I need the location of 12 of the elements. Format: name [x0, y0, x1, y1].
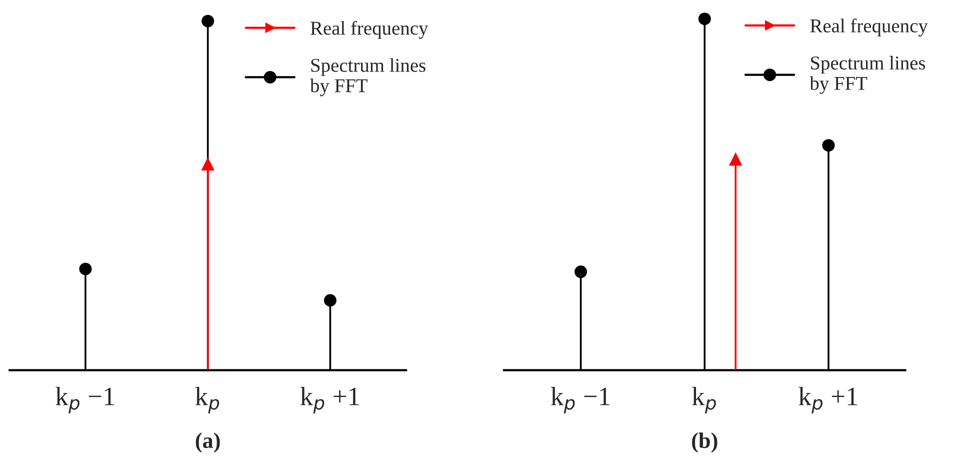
x-tick-label: k$_{p}$ +1 — [300, 386, 359, 414]
legend-label: Real frequency — [310, 20, 428, 39]
x-tick-label: k$_{p}$ −1 — [56, 386, 114, 414]
x-tick-label: k$_{p}$ — [692, 386, 716, 414]
text: (b) — [692, 432, 718, 453]
legend-label: Spectrum lines by FFT — [810, 56, 926, 94]
x-tick-label: k$_{p}$ +1 — [798, 386, 858, 414]
legend-label: Spectrum lines by FFT — [310, 58, 426, 96]
text: (a) — [196, 432, 220, 453]
x-tick-label: k$_{p}$ — [195, 386, 220, 414]
legend-label: Real frequency — [810, 18, 928, 36]
x-tick-label: k$_{p}$ −1 — [550, 386, 610, 414]
